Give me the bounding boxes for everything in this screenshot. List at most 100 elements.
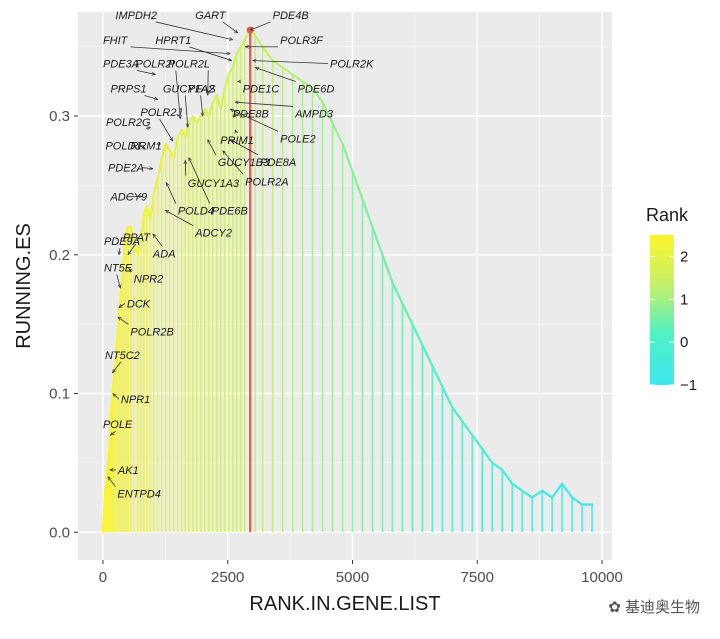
gene-label-hprt1: HPRT1 xyxy=(155,35,191,47)
gene-label-ada: ADA xyxy=(152,249,176,261)
gene-arrow-pfas xyxy=(200,95,203,116)
gene-label-npr1: NPR1 xyxy=(121,394,150,406)
es-line-segment xyxy=(231,52,238,69)
wechat-icon: ✿ xyxy=(608,599,621,616)
watermark-text: 基迪奥生物 xyxy=(624,599,700,616)
plot-panel xyxy=(78,12,612,560)
legend-tick-label: 1 xyxy=(680,291,688,308)
es-line-segment xyxy=(191,114,198,125)
gene-arrow-entpd4 xyxy=(108,477,116,487)
gene-arrow-pde8a xyxy=(230,140,259,156)
es-line-segment xyxy=(511,482,524,492)
gene-arrow-gucy1a2 xyxy=(184,95,188,127)
gene-arrow-fhit xyxy=(130,46,231,54)
legend-colorbar xyxy=(650,235,674,385)
es-line-segment xyxy=(461,420,474,437)
es-line-segment xyxy=(311,87,324,104)
gene-arrow-prps1 xyxy=(144,95,157,99)
gene-label-adcy9: ADCY9 xyxy=(109,192,147,204)
es-line-segment xyxy=(431,364,444,388)
gene-label-fhit: FHIT xyxy=(103,35,129,47)
es-line-segment xyxy=(421,343,434,367)
watermark: ✿ 基迪奥生物 xyxy=(608,596,700,617)
es-line-segment xyxy=(451,406,464,423)
es-line-segment xyxy=(570,496,584,506)
gene-label-prps1: PRPS1 xyxy=(110,83,146,95)
legend-tick-label: 2 xyxy=(680,248,688,265)
gene-label-pde9a: PDE9A xyxy=(104,236,140,248)
gene-arrow-prim1 xyxy=(235,130,236,133)
gene-label-pold4: POLD4 xyxy=(178,206,214,218)
gene-label-polr3f: POLR3F xyxy=(280,35,324,47)
gene-label-polr2i: POLR2I xyxy=(135,58,174,70)
gene-arrow-pold1 xyxy=(139,145,145,149)
es-line-segment xyxy=(521,489,534,499)
es-line-segment xyxy=(120,253,126,284)
gene-arrow-gucy1b3 xyxy=(207,140,217,156)
gene-label-prim1: PRIM1 xyxy=(220,135,254,147)
x-tick-label: 0 xyxy=(99,569,107,586)
gene-label-nt5e: NT5E xyxy=(104,262,133,274)
gene-label-pde8a: PDE8A xyxy=(260,157,296,169)
gene-arrow-pde2a xyxy=(141,168,153,169)
es-line-segment xyxy=(187,114,194,125)
es-line-segment xyxy=(321,101,334,125)
gene-label-nt5c2: NT5C2 xyxy=(105,350,140,362)
es-line-segment xyxy=(560,482,574,499)
gene-label-pole2: POLE2 xyxy=(280,133,315,145)
es-line-segment xyxy=(207,101,214,118)
es-line-segment xyxy=(172,135,179,159)
gene-arrow-dck xyxy=(119,303,126,308)
gene-arrow-pde3a xyxy=(136,70,155,74)
gene-label-pde1c: PDE1C xyxy=(243,83,280,95)
x-tick-label: 10000 xyxy=(581,569,623,586)
es-line-segment xyxy=(291,73,304,83)
es-line-segment xyxy=(381,253,394,284)
es-line-segment xyxy=(109,392,114,416)
gene-arrow-npr1 xyxy=(113,394,120,400)
es-line-segment xyxy=(441,385,454,409)
gene-label-pde8b: PDE8B xyxy=(233,108,269,120)
es-line-segment xyxy=(103,482,108,492)
gene-arrow-polr2j xyxy=(159,118,173,141)
gene-label-polr2j: POLR2J xyxy=(140,107,182,119)
x-tick-label: 5000 xyxy=(336,569,369,586)
es-line-segment xyxy=(239,38,246,48)
gene-label-impdh2: IMPDH2 xyxy=(115,10,157,22)
es-line-segment xyxy=(401,302,414,326)
es-line-segment xyxy=(152,177,159,194)
es-line-segment xyxy=(341,142,354,173)
es-line-segment xyxy=(122,232,128,256)
es-line-segment xyxy=(551,482,564,499)
es-line-segment xyxy=(195,114,202,125)
es-line-segment xyxy=(481,447,494,464)
gene-label-rrm1: RRM1 xyxy=(130,140,161,152)
gene-arrow-nt5e xyxy=(116,274,121,288)
gene-arrow-ppat xyxy=(128,243,137,255)
gene-label-ampd3: AMPD3 xyxy=(294,108,334,120)
gene-label-gucy1b3: GUCY1B3 xyxy=(218,157,270,169)
es-line-segment xyxy=(254,34,264,48)
es-line-segment xyxy=(164,142,171,152)
gene-label-pold1: POLD1 xyxy=(105,140,141,152)
es-line-segment xyxy=(111,378,116,395)
gene-arrow-pde9a xyxy=(119,248,120,255)
gene-arrow-gart xyxy=(222,21,238,33)
es-line-segment xyxy=(114,329,120,360)
gene-label-gucy1a3: GUCY1A3 xyxy=(188,178,240,190)
es-line-segment xyxy=(391,281,404,305)
es-line-segment xyxy=(371,225,384,256)
gene-arrow-rrm1 xyxy=(158,144,160,146)
es-line-segment xyxy=(149,191,155,222)
es-line-segment xyxy=(139,212,145,243)
gene-arrow-pde6b xyxy=(188,158,211,204)
es-line-segment xyxy=(132,239,139,256)
gene-arrow-polr2i xyxy=(175,70,181,118)
x-axis-title: RANK.IN.GENE.LIST xyxy=(249,593,440,615)
gene-arrow-pole2 xyxy=(230,108,279,132)
gene-arrow-polr2k xyxy=(253,61,329,64)
es-line-segment xyxy=(331,121,344,145)
es-line-segment xyxy=(118,281,124,305)
es-line-segment xyxy=(124,225,130,236)
